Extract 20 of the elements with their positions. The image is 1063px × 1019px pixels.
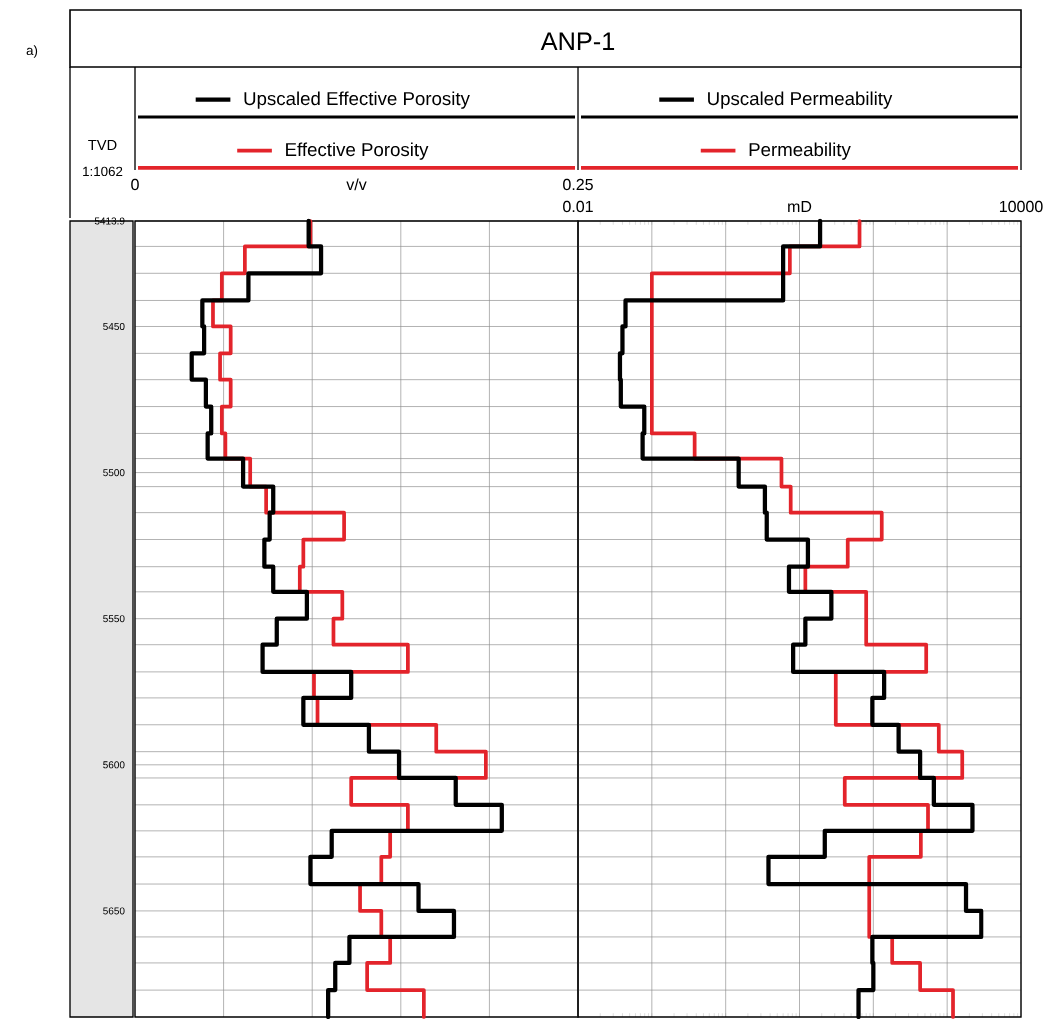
y-tick-label: 5500 — [103, 469, 125, 477]
legend-label: Upscaled Permeability — [708, 91, 893, 109]
x-tick-label: 0 — [131, 178, 139, 191]
x-tick-label: 10000 — [999, 200, 1043, 213]
y-tick-label: 5450 — [103, 322, 125, 331]
y-tick-label: 5413.9 — [94, 217, 125, 225]
legend-label: Upscaled Effective Porosity — [244, 91, 470, 109]
x-axis-title: v/v — [346, 178, 367, 191]
y-axis-title: TVD — [88, 139, 117, 150]
x-tick-label: 0.01 — [563, 200, 593, 213]
chart-title: ANP-1 — [540, 32, 615, 50]
y-tick-label: 5600 — [103, 761, 125, 769]
y-tick-label: 5550 — [103, 615, 125, 623]
legend-label: Permeability — [749, 142, 851, 160]
x-tick-label: 0.25 — [563, 178, 593, 191]
y-tick-label: 5650 — [103, 907, 125, 915]
text: a) — [26, 45, 38, 58]
legend-label: Effective Porosity — [286, 142, 429, 160]
text: 1:1062 — [83, 166, 123, 177]
x-axis-title: mD — [788, 201, 812, 212]
